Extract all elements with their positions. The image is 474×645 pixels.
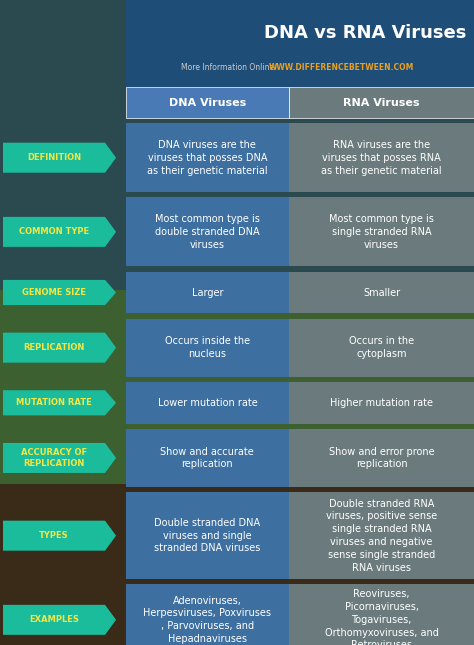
FancyBboxPatch shape: [289, 123, 474, 192]
FancyBboxPatch shape: [289, 492, 474, 579]
Text: REPLICATION: REPLICATION: [23, 343, 85, 352]
Text: RNA viruses are the
viruses that posses RNA
as their genetic material: RNA viruses are the viruses that posses …: [321, 140, 442, 175]
Polygon shape: [3, 143, 116, 173]
FancyBboxPatch shape: [289, 382, 474, 424]
Text: Higher mutation rate: Higher mutation rate: [330, 398, 433, 408]
Polygon shape: [3, 333, 116, 362]
Text: Double stranded DNA
viruses and single
stranded DNA viruses: Double stranded DNA viruses and single s…: [154, 518, 261, 553]
Text: Smaller: Smaller: [363, 288, 400, 297]
Text: MUTATION RATE: MUTATION RATE: [16, 399, 92, 407]
Polygon shape: [3, 217, 116, 247]
Text: TYPES: TYPES: [39, 531, 69, 540]
FancyBboxPatch shape: [126, 197, 289, 266]
Text: DNA viruses are the
viruses that posses DNA
as their genetic material: DNA viruses are the viruses that posses …: [147, 140, 268, 175]
FancyBboxPatch shape: [289, 197, 474, 266]
Text: WWW.DIFFERENCEBETWEEN.COM: WWW.DIFFERENCEBETWEEN.COM: [269, 63, 414, 72]
FancyBboxPatch shape: [126, 0, 474, 87]
FancyBboxPatch shape: [126, 429, 289, 487]
FancyBboxPatch shape: [126, 584, 289, 645]
FancyBboxPatch shape: [0, 419, 474, 645]
Text: RNA Viruses: RNA Viruses: [343, 97, 420, 108]
FancyBboxPatch shape: [289, 87, 474, 118]
FancyBboxPatch shape: [0, 194, 474, 484]
Text: Show and error prone
replication: Show and error prone replication: [329, 446, 434, 470]
FancyBboxPatch shape: [126, 319, 289, 377]
FancyBboxPatch shape: [126, 87, 289, 118]
Text: COMMON TYPE: COMMON TYPE: [19, 228, 89, 236]
FancyBboxPatch shape: [126, 382, 289, 424]
Text: Most common type is
single stranded RNA
viruses: Most common type is single stranded RNA …: [329, 214, 434, 250]
Text: Lower mutation rate: Lower mutation rate: [157, 398, 257, 408]
Text: ACCURACY OF
REPLICATION: ACCURACY OF REPLICATION: [21, 448, 87, 468]
Text: EXAMPLES: EXAMPLES: [29, 615, 79, 624]
Polygon shape: [3, 390, 116, 415]
Polygon shape: [3, 521, 116, 551]
Text: Occurs in the
cytoplasm: Occurs in the cytoplasm: [349, 336, 414, 359]
Text: Larger: Larger: [191, 288, 223, 297]
FancyBboxPatch shape: [289, 272, 474, 313]
Text: DNA vs RNA Viruses: DNA vs RNA Viruses: [264, 24, 466, 42]
FancyBboxPatch shape: [289, 319, 474, 377]
FancyBboxPatch shape: [126, 123, 289, 192]
Text: DNA Viruses: DNA Viruses: [169, 97, 246, 108]
FancyBboxPatch shape: [289, 429, 474, 487]
FancyBboxPatch shape: [0, 0, 474, 290]
Text: Adenoviruses,
Herpesviruses, Poxviruses
, Parvoviruses, and
Hepadnaviruses: Adenoviruses, Herpesviruses, Poxviruses …: [143, 595, 272, 644]
Polygon shape: [3, 443, 116, 473]
Text: Reoviruses,
Picornaviruses,
Togaviruses,
Orthomyxoviruses, and
Retroviruses: Reoviruses, Picornaviruses, Togaviruses,…: [325, 590, 438, 645]
FancyBboxPatch shape: [289, 584, 474, 645]
Text: Show and accurate
replication: Show and accurate replication: [161, 446, 254, 470]
Text: Occurs inside the
nucleus: Occurs inside the nucleus: [165, 336, 250, 359]
FancyBboxPatch shape: [126, 492, 289, 579]
Text: GENOME SIZE: GENOME SIZE: [22, 288, 86, 297]
Text: More Information Online: More Information Online: [181, 63, 274, 72]
Polygon shape: [3, 605, 116, 635]
FancyBboxPatch shape: [126, 272, 289, 313]
Text: Most common type is
double stranded DNA
viruses: Most common type is double stranded DNA …: [155, 214, 260, 250]
Text: DEFINITION: DEFINITION: [27, 154, 81, 162]
Polygon shape: [3, 280, 116, 305]
Text: Double stranded RNA
viruses, positive sense
single stranded RNA
viruses and nega: Double stranded RNA viruses, positive se…: [326, 499, 437, 573]
